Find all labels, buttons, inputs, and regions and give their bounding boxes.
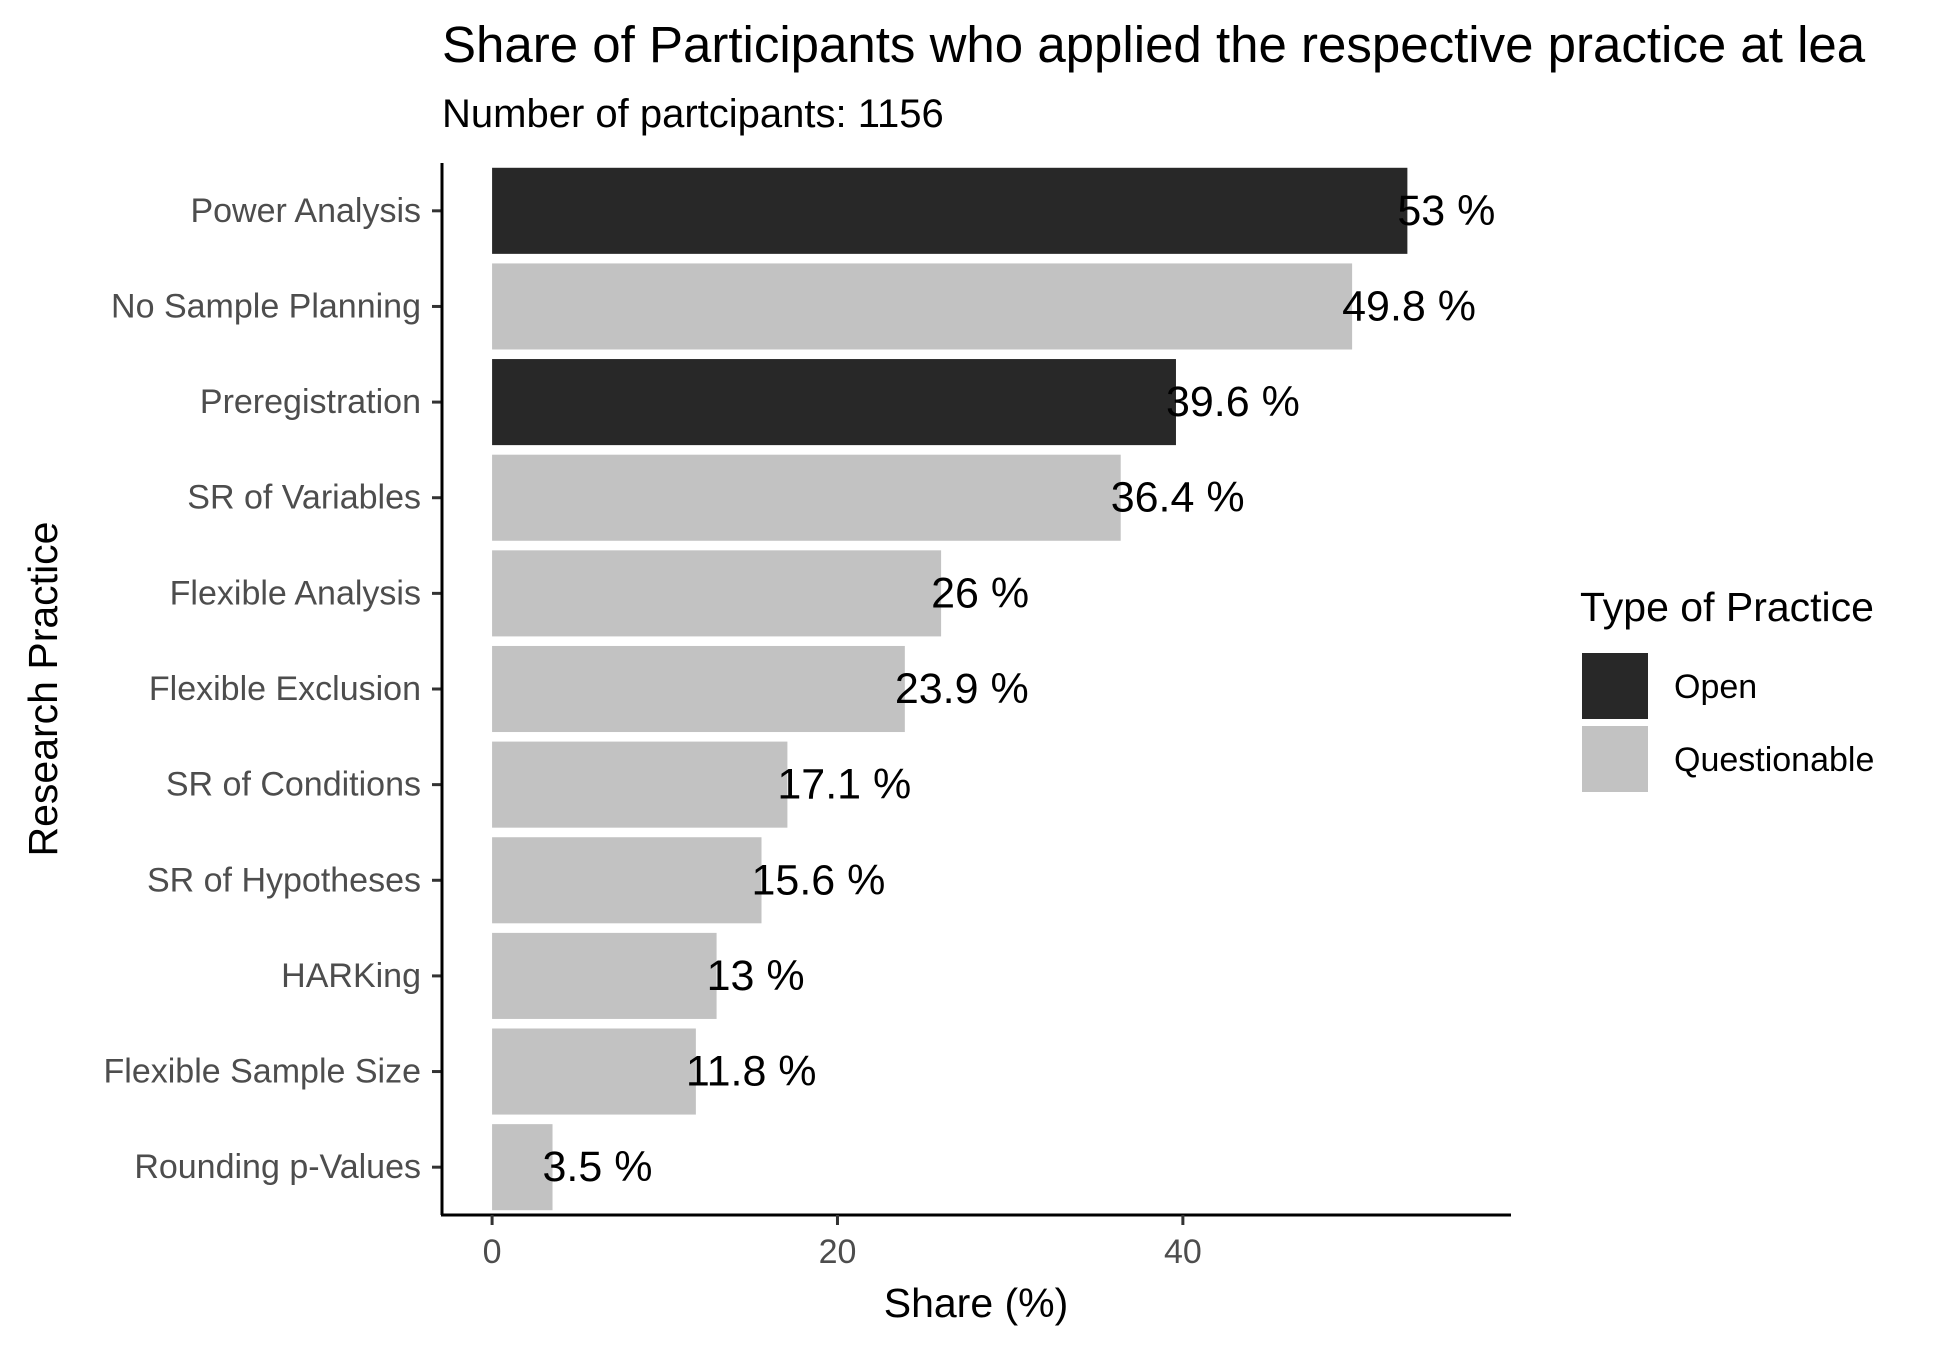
x-tick-label-20: 20 <box>819 1233 857 1271</box>
x-ticks-group: 0 20 40 <box>483 1215 1202 1271</box>
value-label-sr-of-hypotheses: 15.6 % <box>751 856 885 904</box>
category-label-harking: HARKing <box>281 957 421 995</box>
legend-label-questionable: Questionable <box>1674 741 1874 779</box>
value-label-preregistration: 39.6 % <box>1166 378 1300 426</box>
category-label-flexible-analysis: Flexible Analysis <box>170 574 421 612</box>
bars-group <box>492 167 1408 1211</box>
bar-harking <box>492 932 717 1019</box>
bar-rounding-p-values <box>492 1124 553 1211</box>
bar-flexible-exclusion <box>492 645 905 733</box>
bar-no-sample-planning <box>492 263 1353 350</box>
bar-power-analysis <box>492 167 1408 254</box>
value-label-flexible-analysis: 26 % <box>931 569 1029 617</box>
category-label-sr-of-variables: SR of Variables <box>187 479 421 517</box>
category-label-flexible-sample-size: Flexible Sample Size <box>104 1053 421 1091</box>
legend-swatch-open <box>1582 653 1648 719</box>
x-tick-label-40: 40 <box>1164 1233 1202 1271</box>
category-labels-group: Power Analysis No Sample Planning Preregis… <box>104 192 442 1186</box>
bar-flexible-analysis <box>492 550 942 637</box>
category-label-sr-of-hypotheses: SR of Hypotheses <box>147 861 421 899</box>
legend-label-open: Open <box>1674 668 1757 706</box>
legend: Type of Practice Open Questionable <box>1580 584 1874 792</box>
legend-swatch-questionable <box>1582 726 1648 792</box>
bar-flexible-sample-size <box>492 1028 696 1115</box>
value-label-harking: 13 % <box>707 952 805 1000</box>
bar-sr-of-conditions <box>492 741 788 828</box>
category-label-sr-of-conditions: SR of Conditions <box>166 766 421 804</box>
value-label-sr-of-variables: 36.4 % <box>1111 474 1245 522</box>
value-label-power-analysis: 53 % <box>1397 187 1495 235</box>
value-label-sr-of-conditions: 17.1 % <box>777 761 911 809</box>
legend-title: Type of Practice <box>1580 584 1874 630</box>
y-axis-title: Research Practice <box>20 522 66 857</box>
category-label-no-sample-planning: No Sample Planning <box>111 287 421 325</box>
x-axis-title: Share (%) <box>884 1280 1069 1326</box>
value-label-rounding-p-values: 3.5 % <box>543 1143 653 1191</box>
chart-subtitle: Number of partcipants: 1156 <box>442 92 944 136</box>
category-label-power-analysis: Power Analysis <box>190 192 421 230</box>
category-label-rounding-p-values: Rounding p-Values <box>134 1148 421 1186</box>
value-label-flexible-sample-size: 11.8 % <box>686 1048 817 1096</box>
category-label-preregistration: Preregistration <box>200 383 421 421</box>
x-tick-label-0: 0 <box>483 1233 502 1271</box>
bar-sr-of-hypotheses <box>492 837 762 924</box>
value-labels-group: 53 % 49.8 % 39.6 % 36.4 % 26 % 23.9 % 17.1 % 15… <box>543 187 1496 1191</box>
value-label-no-sample-planning: 49.8 % <box>1342 282 1476 330</box>
value-label-flexible-exclusion: 23.9 % <box>895 665 1029 713</box>
category-label-flexible-exclusion: Flexible Exclusion <box>149 670 421 708</box>
bar-preregistration <box>492 359 1176 446</box>
chart-title: Share of Participants who applied the re… <box>442 16 1866 73</box>
bar-sr-of-variables <box>492 454 1121 541</box>
